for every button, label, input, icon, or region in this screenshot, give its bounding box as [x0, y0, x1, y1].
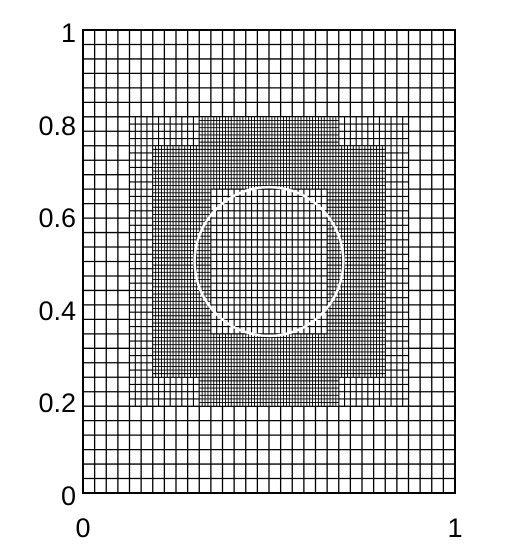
refinement-level-2-region-2-2 — [198, 376, 340, 407]
refined-mesh — [128, 116, 410, 407]
y-tick-0.8: 0.8 — [38, 111, 76, 141]
interface-circle — [193, 185, 345, 338]
y-tick-1: 1 — [61, 18, 76, 48]
x-tick-0: 0 — [75, 513, 90, 543]
x-tick-1: 1 — [447, 513, 462, 543]
plot-frame — [82, 29, 456, 494]
y-tick-0.4: 0.4 — [38, 296, 76, 326]
y-tick-0.6: 0.6 — [38, 203, 76, 233]
y-tick-0.2: 0.2 — [38, 388, 76, 418]
refinement-level-2-region-2-3 — [198, 116, 340, 147]
refinement-level-1-region-3-1 — [210, 188, 328, 335]
y-tick-0: 0 — [61, 481, 76, 511]
